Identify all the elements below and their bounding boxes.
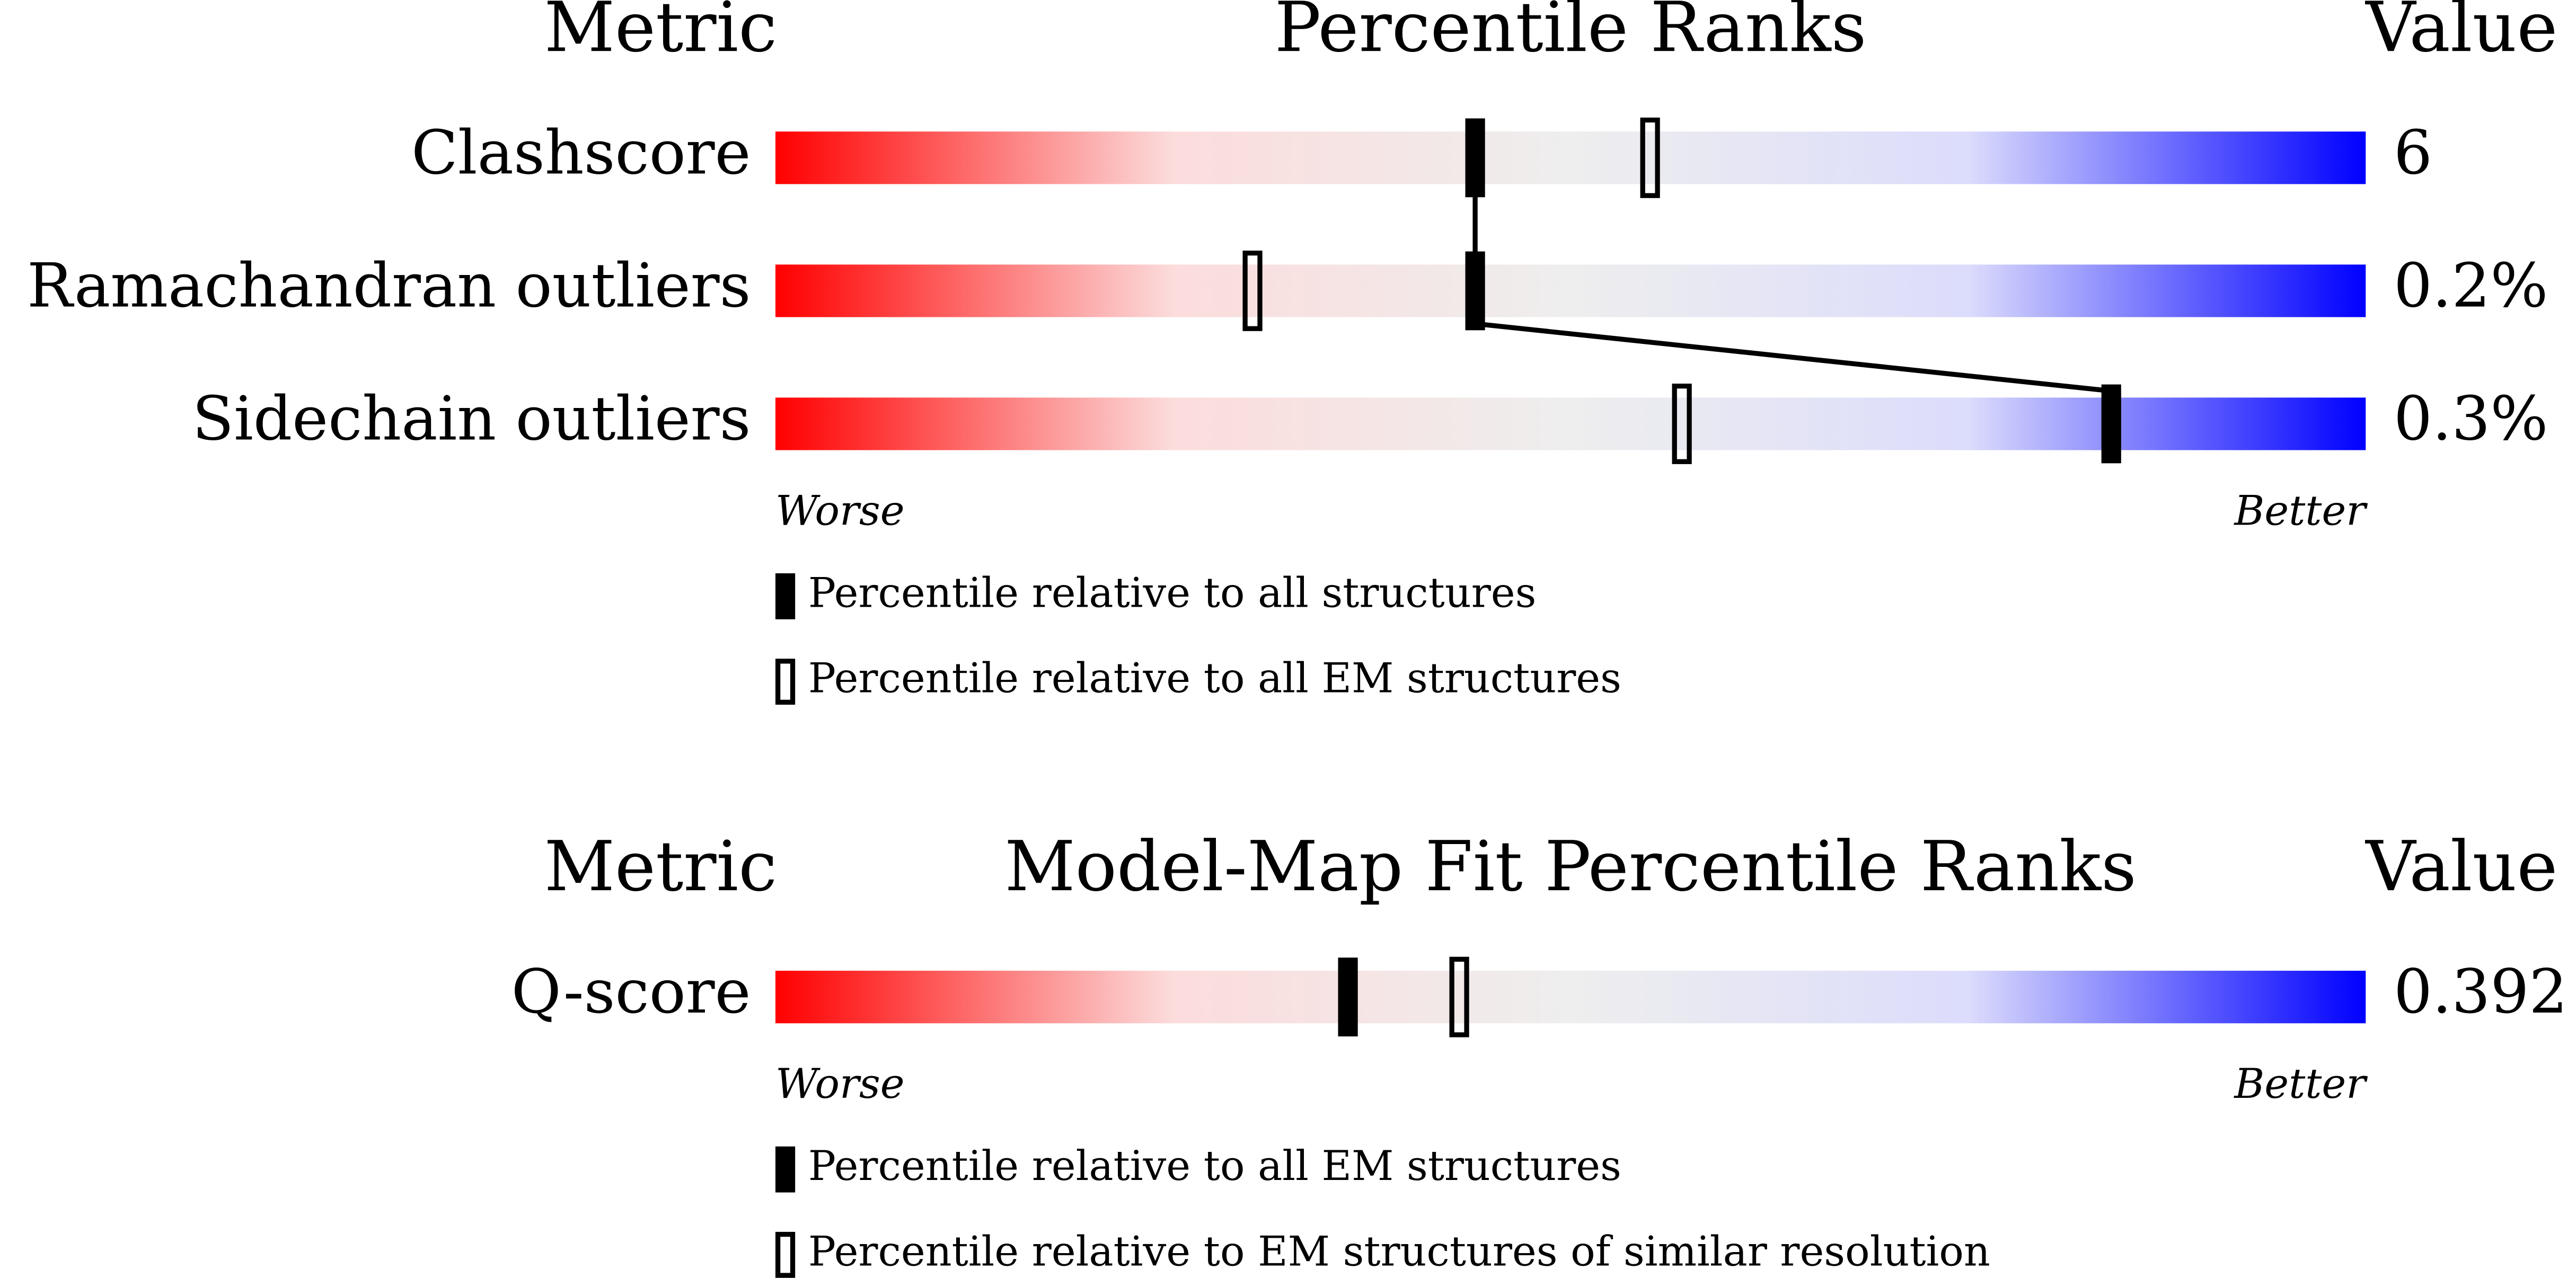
legend-marker — [775, 573, 796, 619]
percentile-bar — [775, 264, 2366, 317]
legend-label: Percentile relative to all EM structures — [808, 1142, 1621, 1190]
value-header: Value — [2365, 0, 2557, 67]
metric-label: Sidechain outliers — [192, 384, 751, 454]
metric-label: Q-score — [511, 957, 751, 1027]
legend-label: Percentile relative to all structures — [808, 569, 1536, 617]
percentile-marker — [1449, 956, 1469, 1037]
percentile-marker — [1672, 384, 1692, 464]
chart-title: Model-Map Fit Percentile Ranks — [1004, 826, 2137, 907]
worse-label: Worse — [775, 1060, 905, 1108]
metric-value: 0.3% — [2394, 384, 2548, 454]
legend-label: Percentile relative to all EM structures — [808, 655, 1621, 703]
value-header: Value — [2365, 826, 2557, 907]
percentile-bar — [775, 131, 2366, 184]
metric-label: Ramachandran outliers — [27, 251, 751, 321]
legend-marker — [775, 1231, 796, 1278]
metric-header: Metric — [544, 0, 777, 67]
percentile-marker — [2101, 384, 2121, 464]
chart-title: Percentile Ranks — [1275, 0, 1867, 67]
better-label: Better — [2233, 1060, 2368, 1108]
percentile-marker — [1338, 957, 1358, 1037]
metric-label: Clashscore — [411, 118, 751, 188]
legend-marker — [775, 659, 796, 705]
percentile-marker — [1465, 251, 1485, 331]
legend-label: Percentile relative to EM structures of … — [808, 1228, 1990, 1275]
percentile-marker — [1640, 117, 1660, 198]
worse-label: Worse — [775, 487, 905, 535]
percentile-bar — [775, 397, 2366, 450]
legend-marker — [775, 1146, 796, 1193]
metric-header: Metric — [544, 826, 777, 907]
percentile-marker — [1242, 250, 1263, 331]
better-label: Better — [2233, 487, 2368, 535]
connector — [1475, 321, 2112, 394]
metric-value: 6 — [2394, 118, 2432, 188]
metric-value: 0.392 — [2394, 957, 2568, 1027]
percentile-bar — [775, 971, 2366, 1024]
percentile-marker — [1465, 118, 1485, 198]
metric-value: 0.2% — [2394, 251, 2548, 321]
